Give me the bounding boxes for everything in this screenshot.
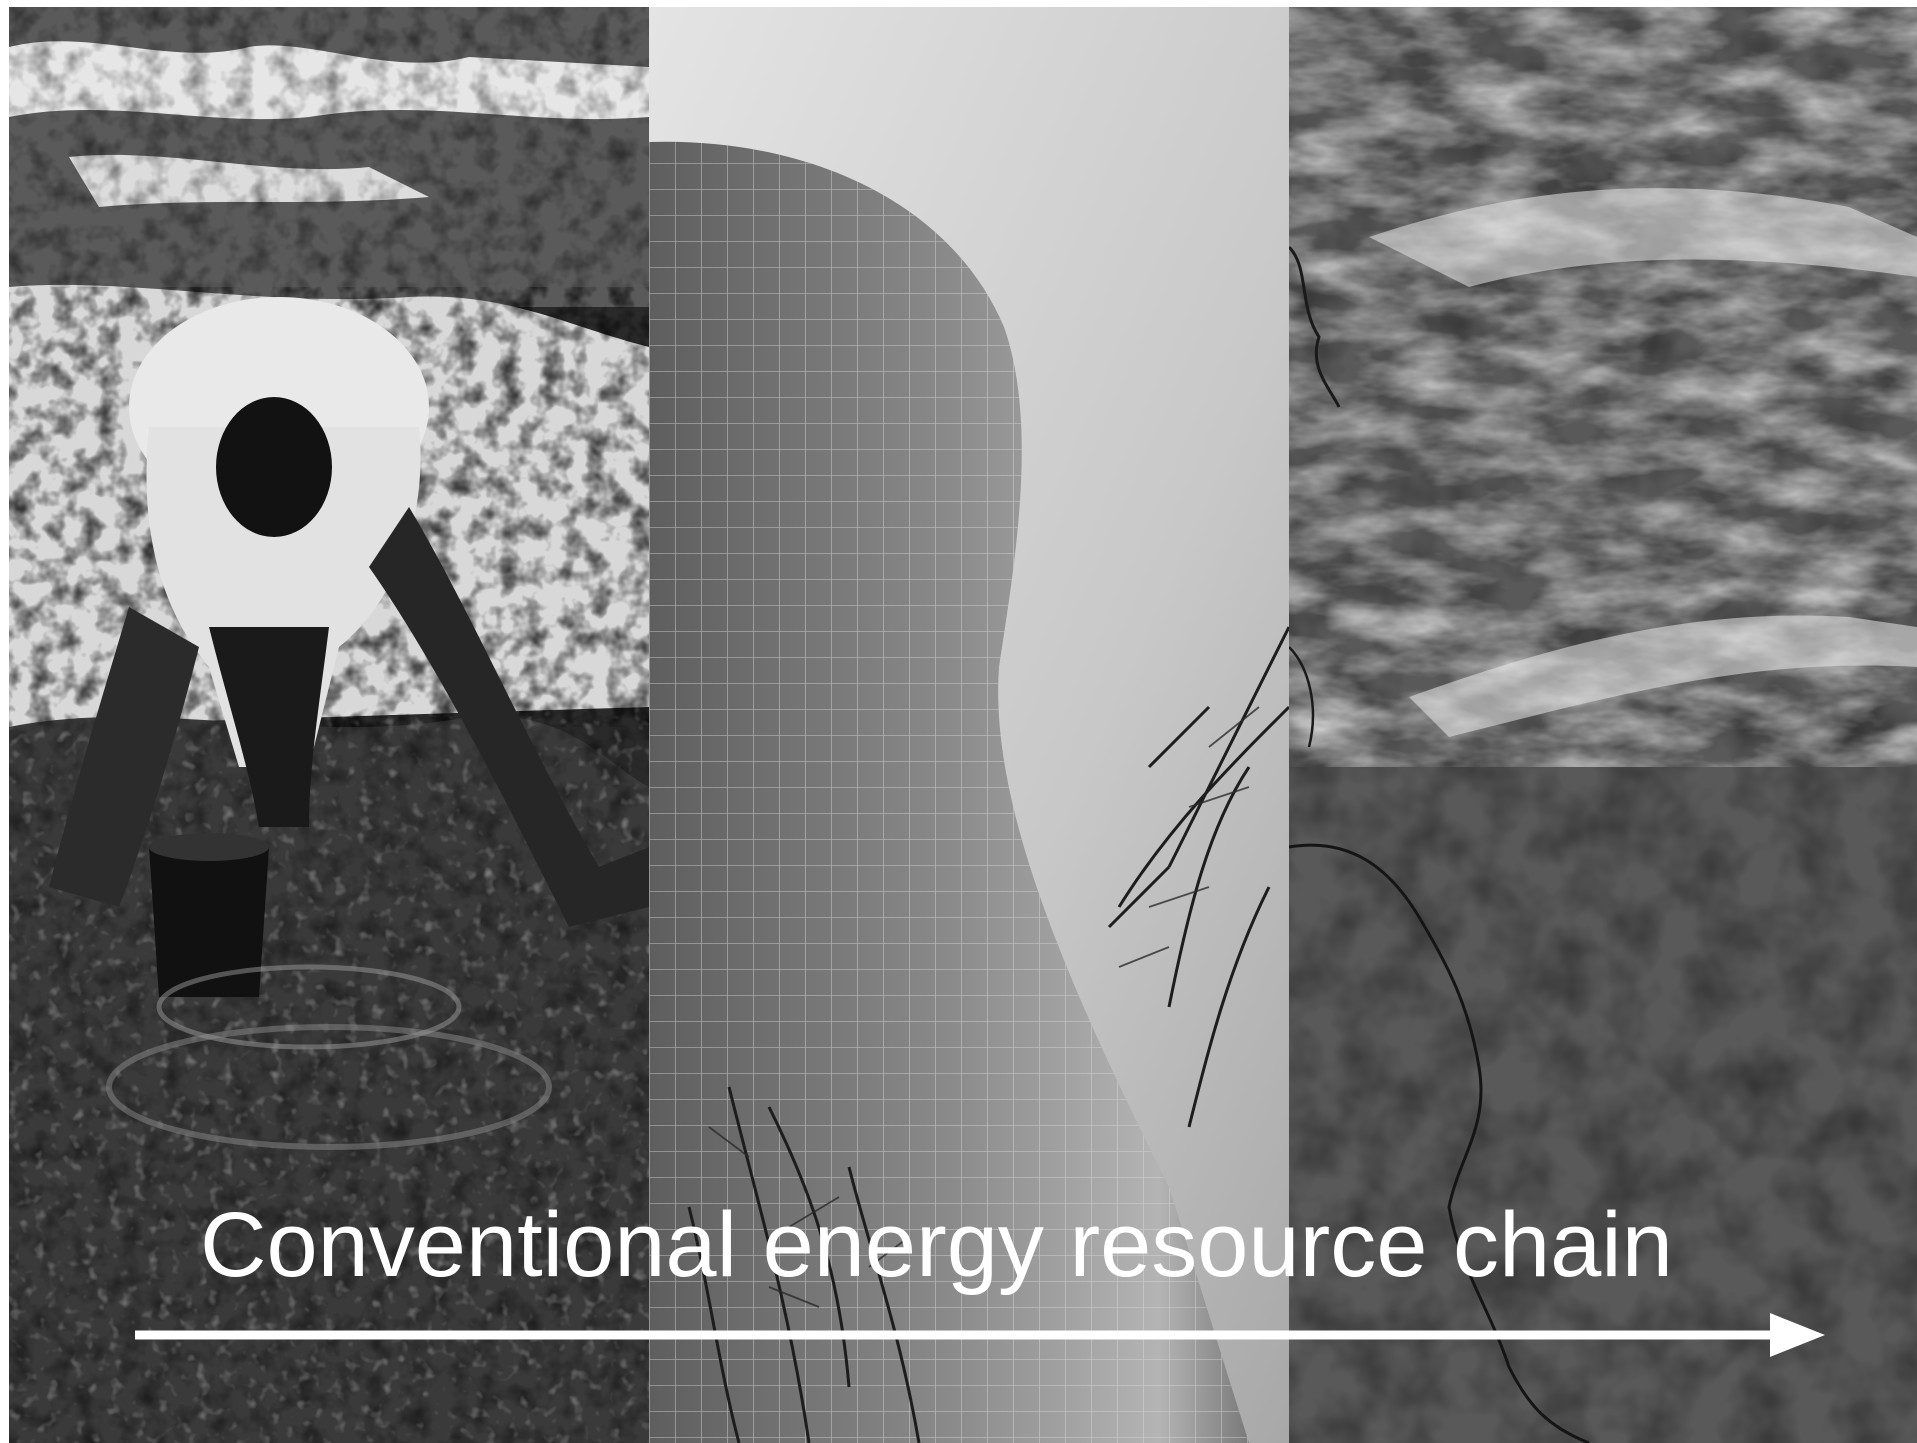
- oil-spill-photo: [9, 7, 649, 1443]
- cooling-tower-photo: [649, 7, 1289, 1443]
- arrow-right-icon: [135, 1313, 1825, 1357]
- satellite-cloud-photo: [1289, 7, 1917, 1443]
- caption-text: Conventional energy resource chain: [200, 1194, 1673, 1296]
